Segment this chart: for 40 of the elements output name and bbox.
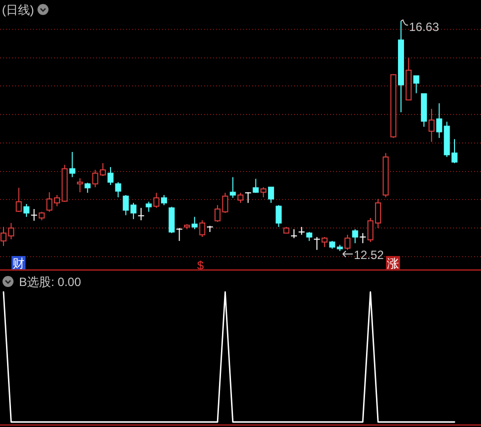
candlestick xyxy=(146,201,152,212)
annotation: 16.63 xyxy=(408,20,440,34)
candlestick xyxy=(153,192,160,208)
candlestick xyxy=(298,226,305,236)
candlestick xyxy=(260,186,266,198)
candlestick xyxy=(436,102,442,138)
candlestick xyxy=(76,178,83,193)
candlestick xyxy=(176,228,182,242)
text: $ xyxy=(197,258,204,272)
candlestick xyxy=(108,166,114,186)
candlestick xyxy=(413,75,420,94)
candlestick xyxy=(115,182,122,198)
candlestick xyxy=(23,203,30,218)
candlestick xyxy=(322,236,328,248)
candlestick xyxy=(314,236,320,250)
candlestick xyxy=(245,192,252,204)
candlestick xyxy=(161,194,168,206)
candlestick xyxy=(16,187,22,212)
candlestick xyxy=(237,192,244,204)
candlestick xyxy=(100,162,106,177)
candlestick xyxy=(428,108,435,142)
candlestick xyxy=(352,228,358,244)
candlestick xyxy=(92,169,98,188)
candlestick xyxy=(276,204,282,228)
candlestick xyxy=(138,207,144,221)
candlestick xyxy=(31,208,38,222)
candlestick xyxy=(230,176,236,198)
text: 财 xyxy=(12,256,24,270)
annotation: 12.52 xyxy=(354,248,384,262)
candlestick xyxy=(268,186,274,204)
chart-title: B选股: 0.00 xyxy=(19,275,82,289)
candlestick xyxy=(252,178,259,194)
text: 涨 xyxy=(387,256,399,270)
candlestick xyxy=(344,234,350,250)
candlestick xyxy=(84,182,91,194)
candlestick xyxy=(69,151,76,178)
candlestick xyxy=(199,220,206,238)
chart-title: (日线) xyxy=(2,3,34,17)
candlestick xyxy=(360,232,366,244)
candlestick xyxy=(192,216,198,230)
